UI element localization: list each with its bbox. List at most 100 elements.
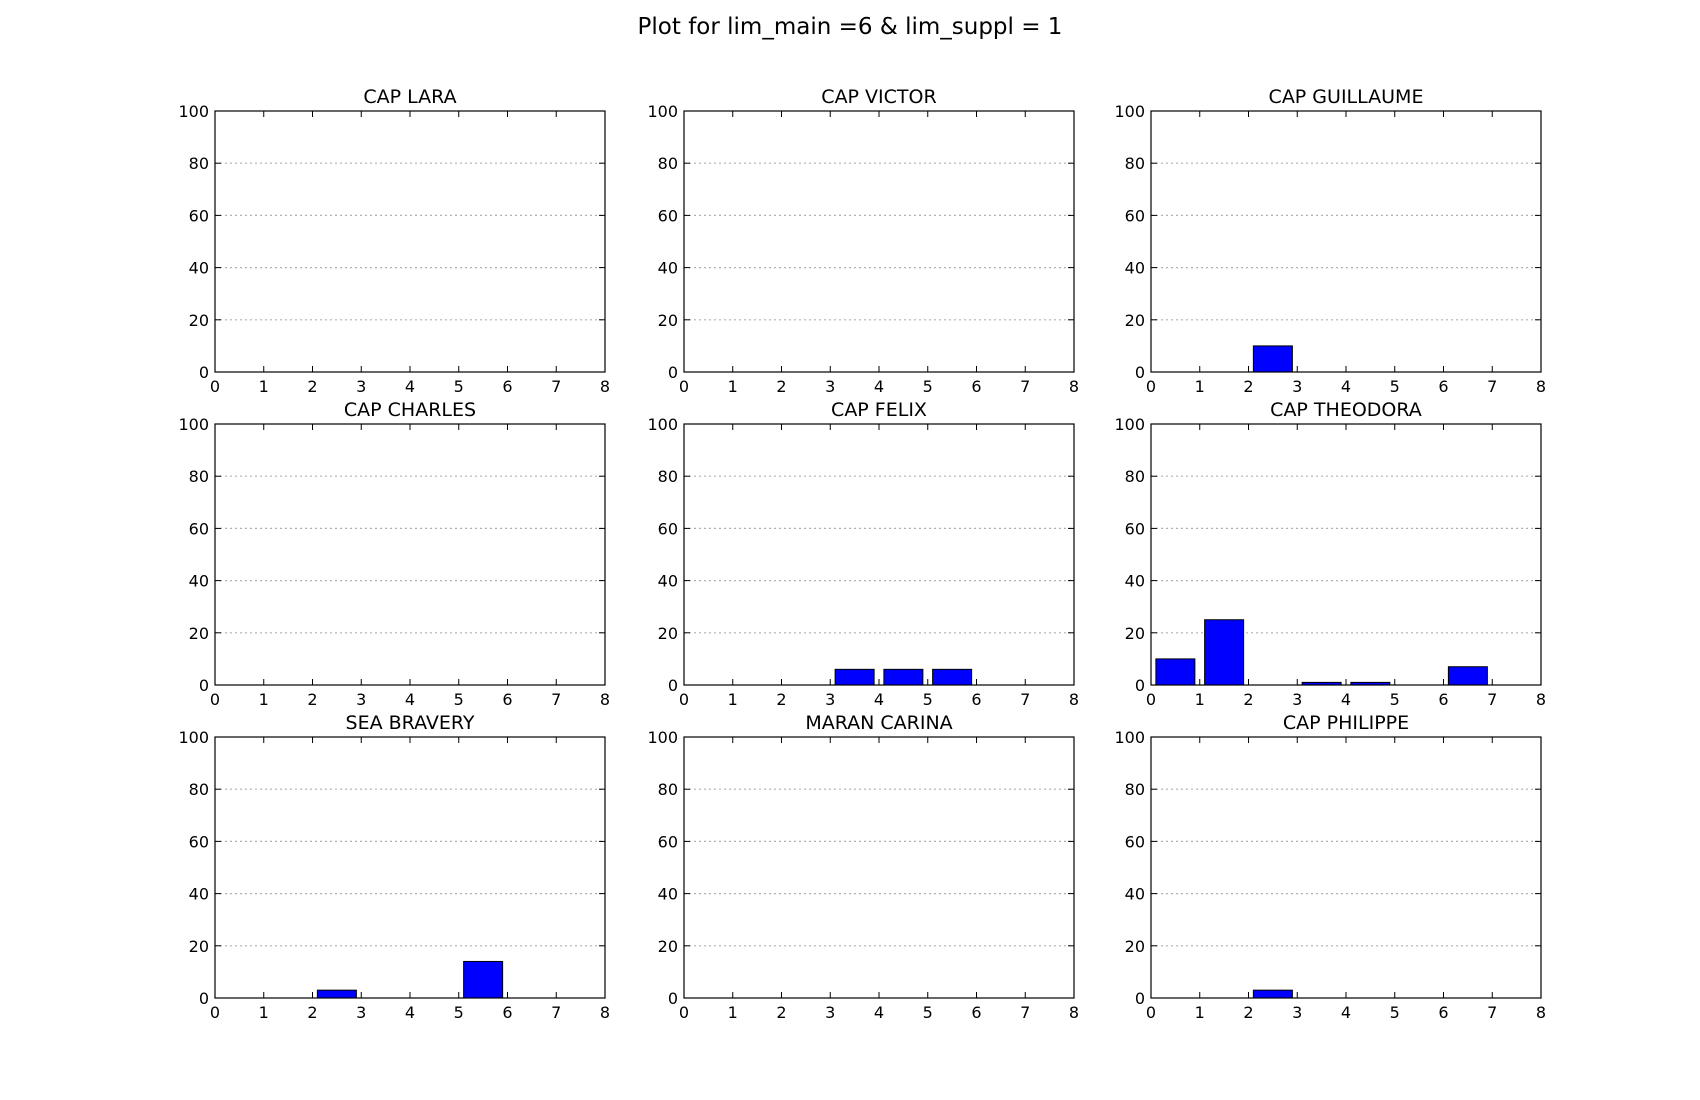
x-tick-label: 1 bbox=[259, 1003, 269, 1022]
y-tick-label: 100 bbox=[178, 102, 209, 121]
subplot-title: CAP VICTOR bbox=[821, 86, 936, 108]
y-tick-label: 40 bbox=[658, 572, 678, 591]
y-tick-label: 0 bbox=[1135, 989, 1145, 1008]
x-tick-label: 8 bbox=[600, 377, 610, 396]
y-tick-label: 20 bbox=[658, 624, 678, 643]
x-tick-label: 4 bbox=[405, 377, 415, 396]
subplot-title: CAP CHARLES bbox=[344, 399, 476, 421]
y-tick-label: 80 bbox=[658, 780, 678, 799]
y-tick-label: 40 bbox=[189, 259, 209, 278]
x-tick-label: 7 bbox=[551, 690, 561, 709]
x-tick-label: 5 bbox=[923, 1003, 933, 1022]
bar bbox=[316, 989, 357, 999]
x-tick-label: 1 bbox=[1195, 377, 1205, 396]
x-tick-label: 3 bbox=[356, 377, 366, 396]
x-tick-label: 7 bbox=[1487, 690, 1497, 709]
y-tick-label: 40 bbox=[658, 885, 678, 904]
x-tick-label: 8 bbox=[1069, 1003, 1079, 1022]
bar bbox=[834, 668, 875, 686]
subplot-5: 0 20 40 60 80 100 0 1 2 3 4 5 6 7 8 CAP FELIX bbox=[647, 399, 1079, 709]
x-tick-label: 1 bbox=[1195, 1003, 1205, 1022]
x-tick-label: 4 bbox=[1341, 1003, 1351, 1022]
x-tick-label: 8 bbox=[1069, 690, 1079, 709]
x-tick-label: 6 bbox=[1438, 377, 1448, 396]
subplot-1: 0 20 40 60 80 100 0 1 2 3 4 5 6 7 8 CAP LARA bbox=[178, 86, 610, 396]
x-tick-label: 7 bbox=[1487, 1003, 1497, 1022]
x-tick-label: 2 bbox=[776, 377, 786, 396]
x-tick-label: 4 bbox=[405, 1003, 415, 1022]
x-tick-label: 5 bbox=[1390, 1003, 1400, 1022]
subplot-title: CAP PHILIPPE bbox=[1283, 712, 1409, 734]
x-tick-label: 2 bbox=[776, 690, 786, 709]
y-tick-label: 20 bbox=[189, 937, 209, 956]
x-tick-label: 6 bbox=[502, 1003, 512, 1022]
x-tick-label: 4 bbox=[1341, 377, 1351, 396]
y-tick-label: 80 bbox=[1125, 780, 1145, 799]
y-tick-label: 60 bbox=[189, 206, 209, 225]
subplot-6: 0 20 40 60 80 100 0 1 2 3 4 5 6 7 8 CAP THEODORA bbox=[1114, 399, 1546, 709]
y-tick-label: 60 bbox=[189, 832, 209, 851]
y-tick-label: 0 bbox=[199, 676, 209, 695]
y-tick-label: 100 bbox=[1114, 728, 1145, 747]
x-tick-label: 5 bbox=[454, 1003, 464, 1022]
x-tick-label: 0 bbox=[210, 377, 220, 396]
y-tick-label: 60 bbox=[658, 832, 678, 851]
y-tick-label: 60 bbox=[1125, 832, 1145, 851]
y-tick-label: 20 bbox=[1125, 624, 1145, 643]
x-tick-label: 4 bbox=[874, 1003, 884, 1022]
bar bbox=[883, 668, 924, 686]
x-tick-label: 7 bbox=[551, 377, 561, 396]
y-tick-label: 80 bbox=[1125, 154, 1145, 173]
x-tick-label: 6 bbox=[971, 1003, 981, 1022]
y-tick-label: 20 bbox=[1125, 311, 1145, 330]
x-tick-label: 6 bbox=[971, 377, 981, 396]
axes-frame bbox=[683, 110, 1075, 373]
x-tick-label: 6 bbox=[1438, 690, 1448, 709]
y-tick-label: 40 bbox=[189, 885, 209, 904]
x-tick-label: 3 bbox=[1292, 377, 1302, 396]
x-tick-label: 0 bbox=[679, 1003, 689, 1022]
y-tick-label: 0 bbox=[199, 363, 209, 382]
y-tick-label: 100 bbox=[178, 415, 209, 434]
x-tick-label: 1 bbox=[1195, 690, 1205, 709]
axes-frame bbox=[1150, 423, 1542, 686]
x-tick-label: 5 bbox=[454, 377, 464, 396]
x-tick-label: 4 bbox=[1341, 690, 1351, 709]
y-tick-label: 60 bbox=[1125, 519, 1145, 538]
subplot-title: CAP GUILLAUME bbox=[1269, 86, 1424, 108]
x-tick-label: 3 bbox=[1292, 1003, 1302, 1022]
x-tick-label: 3 bbox=[356, 690, 366, 709]
y-tick-label: 100 bbox=[647, 728, 678, 747]
x-tick-label: 0 bbox=[1146, 690, 1156, 709]
x-tick-label: 0 bbox=[679, 377, 689, 396]
subplot-3: 0 20 40 60 80 100 0 1 2 3 4 5 6 7 8 CAP GUILLAUME bbox=[1114, 86, 1546, 396]
y-tick-label: 80 bbox=[189, 154, 209, 173]
y-tick-label: 60 bbox=[658, 206, 678, 225]
x-tick-label: 1 bbox=[728, 377, 738, 396]
x-tick-label: 0 bbox=[1146, 1003, 1156, 1022]
subplot-8: 0 20 40 60 80 100 0 1 2 3 4 5 6 7 8 MARAN CARINA bbox=[647, 712, 1079, 1022]
bar bbox=[1447, 666, 1488, 686]
subplot-title: SEA BRAVERY bbox=[346, 712, 475, 734]
x-tick-label: 5 bbox=[1390, 690, 1400, 709]
x-tick-label: 8 bbox=[1536, 690, 1546, 709]
x-tick-label: 2 bbox=[776, 1003, 786, 1022]
x-tick-label: 6 bbox=[502, 690, 512, 709]
x-tick-label: 1 bbox=[728, 1003, 738, 1022]
axes-frame bbox=[683, 423, 1075, 686]
y-tick-label: 40 bbox=[1125, 885, 1145, 904]
subplot-9: 0 20 40 60 80 100 0 1 2 3 4 5 6 7 8 CAP PHILIPPE bbox=[1114, 712, 1546, 1022]
bar bbox=[463, 960, 504, 999]
y-tick-label: 40 bbox=[189, 572, 209, 591]
x-tick-label: 0 bbox=[679, 690, 689, 709]
x-tick-label: 3 bbox=[825, 690, 835, 709]
y-tick-label: 40 bbox=[1125, 259, 1145, 278]
subplot-title: MARAN CARINA bbox=[805, 712, 952, 734]
x-tick-label: 3 bbox=[1292, 690, 1302, 709]
axes-frame bbox=[214, 736, 606, 999]
x-tick-label: 1 bbox=[259, 690, 269, 709]
y-tick-label: 100 bbox=[647, 415, 678, 434]
x-tick-label: 8 bbox=[1069, 377, 1079, 396]
x-tick-label: 7 bbox=[1020, 690, 1030, 709]
y-tick-label: 60 bbox=[1125, 206, 1145, 225]
